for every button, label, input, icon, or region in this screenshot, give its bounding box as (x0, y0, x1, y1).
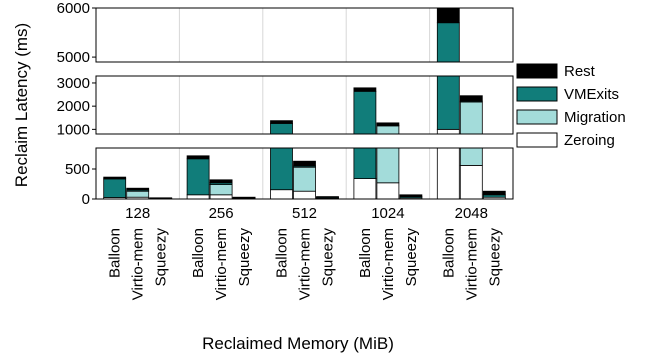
bar-segment-zeroing-2048-balloon (436, 148, 460, 199)
bar-segment-rest-2048-virtio-mem (459, 95, 483, 102)
method-label-128-virtio-mem: Virtio-mem (130, 228, 147, 300)
legend-swatch-rest (516, 63, 558, 79)
legend-label-vmexits: VMExits (564, 86, 619, 103)
bar-segment-rest-2048-balloon (436, 8, 460, 24)
legend-swatch-zeroing (516, 132, 558, 148)
panel-frames (95, 7, 514, 200)
bars (103, 8, 506, 199)
bar-segment-zeroing-1024-virtio-mem (376, 182, 400, 199)
bar-segment-migration-256-virtio-mem (209, 184, 233, 196)
legend: Rest VMExits Migration Zeroing (516, 63, 626, 149)
bar-segment-zeroing-256-virtio-mem (209, 194, 233, 199)
bar-segment-zeroing-256-balloon (186, 194, 210, 199)
method-label-2048-balloon: Balloon (440, 228, 457, 278)
bar-segment-migration-1024-virtio-mem (376, 148, 400, 184)
panel-frame (95, 75, 514, 135)
bar-segment-migration-1024-virtio-mem (376, 125, 400, 134)
x-tick-label-1024: 1024 (371, 205, 404, 222)
bar-segment-rest-1024-squeezy (399, 194, 423, 198)
bar-segment-rest-256-virtio-mem (209, 179, 233, 184)
y-tick-label: 0 (82, 191, 90, 208)
vertical-gridlines (178, 8, 431, 199)
legend-label-migration: Migration (564, 109, 626, 126)
bar-segment-migration-512-virtio-mem (293, 166, 316, 192)
bar-segment-vmexits-2048-balloon (436, 22, 460, 62)
x-tick-label-2048: 2048 (455, 205, 488, 222)
x-tick-label-512: 512 (292, 205, 317, 222)
bar-segment-vmexits-1024-balloon (353, 148, 377, 180)
bar-segment-vmexits-1024-balloon (353, 90, 377, 134)
bar-segment-rest-512-virtio-mem (293, 160, 316, 167)
bar-segment-rest-128-virtio-mem (126, 187, 150, 191)
x-axis-category-labels: 128 256 512 1024 2048 (125, 205, 488, 222)
y-tick-label: 500 (65, 161, 90, 178)
legend-swatch-vmexits (516, 86, 558, 102)
bar-segment-migration-2048-virtio-mem (459, 101, 483, 134)
panel-frame (95, 7, 514, 63)
y-tick-label: 3000 (57, 75, 90, 92)
legend-label-zeroing: Zeroing (564, 132, 615, 149)
bar-segment-vmexits-512-balloon (270, 123, 293, 134)
method-label-1024-balloon: Balloon (357, 228, 374, 278)
bar-segment-vmexits-256-balloon (186, 158, 210, 196)
method-label-512-virtio-mem: Virtio-mem (297, 228, 314, 300)
method-label-2048-squeezy: Squeezy (486, 228, 503, 287)
y-tick-label: 1000 (57, 121, 90, 138)
y-axis-title: Reclaim Latency (ms) (12, 23, 31, 187)
method-label-128-squeezy: Squeezy (153, 228, 170, 287)
bar-segment-vmexits-2048-balloon (436, 76, 460, 130)
bar-segment-migration-128-virtio-mem (126, 190, 150, 198)
bar-segment-migration-2048-virtio-mem (459, 148, 483, 166)
bar-segment-zeroing-2048-virtio-mem (459, 164, 483, 199)
x-tick-label-128: 128 (125, 205, 150, 222)
bar-segment-rest-2048-squeezy (482, 190, 506, 196)
method-label-256-squeezy: Squeezy (236, 228, 253, 287)
method-label-1024-squeezy: Squeezy (403, 228, 420, 287)
x-tick-label-256: 256 (209, 205, 234, 222)
legend-label-rest: Rest (564, 63, 596, 80)
method-label-128-balloon: Balloon (107, 228, 124, 278)
legend-swatch-migration (516, 109, 558, 125)
bar-segment-vmexits-128-balloon (103, 178, 127, 198)
method-label-256-balloon: Balloon (190, 228, 207, 278)
bar-segment-rest-1024-balloon (353, 87, 377, 92)
y-axis-ticks: 0 500 1000 2000 3000 5000 6000 (57, 0, 96, 208)
bar-segment-zeroing-1024-balloon (353, 178, 377, 199)
bar-segment-rest-256-balloon (186, 155, 210, 160)
bar-segment-vmexits-512-balloon (270, 148, 293, 191)
method-label-512-balloon: Balloon (274, 228, 291, 278)
method-label-256-virtio-mem: Virtio-mem (213, 228, 230, 300)
bar-segment-zeroing-512-balloon (270, 189, 293, 199)
bar-segment-zeroing-512-virtio-mem (293, 190, 316, 199)
y-tick-label: 5000 (57, 49, 90, 66)
bar-segment-zeroing-2048-balloon (436, 128, 460, 134)
bar-segment-rest-128-balloon (103, 176, 127, 180)
method-label-512-squeezy: Squeezy (320, 228, 337, 287)
bar-segment-rest-1024-virtio-mem (376, 122, 400, 126)
x-axis-title: Reclaimed Memory (MiB) (202, 334, 394, 353)
y-tick-label: 2000 (57, 98, 90, 115)
bar-segment-rest-512-balloon (270, 120, 293, 124)
panel-frame (95, 147, 514, 200)
method-label-1024-virtio-mem: Virtio-mem (380, 228, 397, 300)
method-label-2048-virtio-mem: Virtio-mem (463, 228, 480, 300)
method-labels: Balloon Virtio-mem Squeezy Balloon Virtio-me… (107, 228, 504, 301)
y-tick-label: 6000 (57, 0, 90, 17)
bar-segment-rest-512-squeezy (316, 196, 339, 198)
